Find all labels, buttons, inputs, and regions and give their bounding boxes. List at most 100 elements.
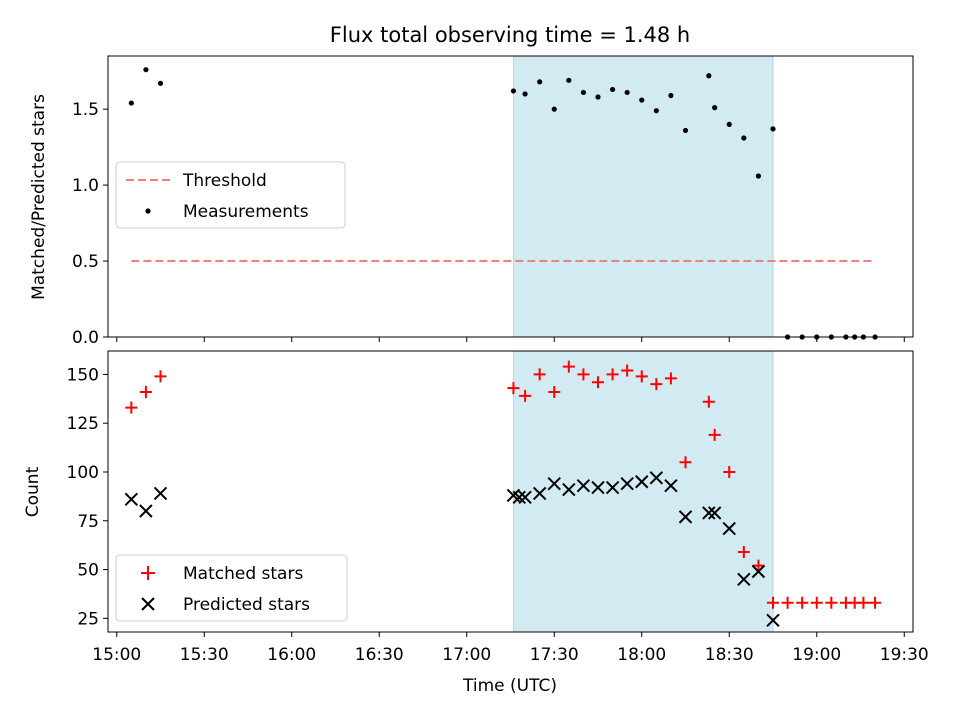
count-legend-box <box>115 554 348 622</box>
matched-star-point <box>869 596 882 609</box>
predicted-star-point <box>664 478 678 493</box>
measurement-point <box>551 106 557 112</box>
measurement-point <box>770 126 776 132</box>
legend-predicted-swatch <box>141 597 155 611</box>
predicted-star-point <box>547 476 561 491</box>
matched-star-point <box>548 385 561 398</box>
measurement-point <box>510 88 517 94</box>
predicted-star-point <box>737 572 751 587</box>
measurement-point <box>566 77 572 83</box>
matched-star-point <box>752 559 765 572</box>
measurement-point <box>639 97 645 103</box>
measurement-point <box>741 135 747 141</box>
ratio-panel-ylabel: Matched/Predicted stars <box>29 94 49 300</box>
predicted-star-point <box>591 480 605 495</box>
y-tick-label: 150 <box>67 365 99 385</box>
legend-measurements-label: Measurements <box>183 202 309 222</box>
measurement-point <box>755 173 762 179</box>
measurement-point <box>157 80 164 86</box>
predicted-star-point <box>751 564 766 579</box>
matched-star-point <box>562 360 575 373</box>
legend-threshold-label: Threshold <box>182 171 267 191</box>
measurement-point <box>706 73 712 79</box>
y-tick-label: 125 <box>67 414 99 434</box>
legend-matched-label: Matched stars <box>183 564 303 584</box>
measurement-point <box>653 108 659 114</box>
matched-star-point <box>810 596 823 609</box>
x-tick-label: 16:30 <box>355 645 404 665</box>
legend-predicted-label: Predicted stars <box>183 595 310 615</box>
measurement-point <box>712 105 718 111</box>
measurement-point <box>682 127 689 134</box>
measurement-point <box>595 94 601 100</box>
y-tick-label: 100 <box>67 463 99 483</box>
y-tick-label: 75 <box>77 512 99 532</box>
observing-span <box>512 55 774 338</box>
measurement-point <box>726 121 732 127</box>
predicted-star-point <box>576 478 591 493</box>
measurement-point <box>128 100 134 106</box>
predicted-star-point <box>707 506 722 520</box>
matched-star-point <box>737 545 750 558</box>
predicted-star-point <box>678 510 693 524</box>
count-panel: 25 50 75 100 125 150 15:00 15:30 16:00 16:30 17:0… <box>23 350 929 665</box>
observing-span <box>512 350 774 633</box>
count-legend: Matched stars Predicted stars <box>115 554 348 622</box>
chart-title: Flux total observing time = 1.48 h <box>330 23 690 47</box>
matched-star-point <box>767 596 779 609</box>
matched-star-point <box>621 364 634 377</box>
matched-star-point <box>679 456 692 469</box>
x-tick-label: 15:00 <box>92 645 141 665</box>
measurement-point <box>580 89 587 96</box>
matched-star-point <box>650 378 663 391</box>
matched-star-point <box>507 382 520 395</box>
y-tick-label: 25 <box>77 609 99 629</box>
x-tick-label: 17:30 <box>530 645 579 665</box>
measurement-point <box>537 79 543 85</box>
matched-star-point <box>533 368 546 381</box>
y-tick-label: 0.5 <box>72 252 99 272</box>
predicted-star-point <box>512 490 526 505</box>
measurement-point <box>522 91 528 97</box>
matched-star-point <box>606 368 619 381</box>
x-tick-label: 18:00 <box>617 645 666 665</box>
measurement-point <box>143 67 149 73</box>
predicted-star-point <box>702 506 716 520</box>
predicted-star-point <box>562 482 576 497</box>
matched-star-point <box>125 401 138 414</box>
ratio-legend-box <box>115 161 346 229</box>
y-tick-label: 50 <box>77 561 99 581</box>
matched-star-point <box>702 395 715 408</box>
x-tick-label: 18:30 <box>705 645 754 665</box>
matched-star-point <box>635 370 648 383</box>
matched-star-point <box>519 389 532 402</box>
matched-star-point <box>139 385 152 398</box>
matched-star-point <box>592 376 604 389</box>
y-tick-label: 1.5 <box>72 100 99 120</box>
x-tick-label: 16:00 <box>267 645 316 665</box>
matched-star-point <box>708 428 721 441</box>
ratio-legend: Threshold Measurements <box>115 161 346 229</box>
matched-star-point <box>154 370 167 383</box>
x-tick-label: 17:00 <box>442 645 491 665</box>
predicted-star-point <box>722 521 736 536</box>
ratio-panel: 0.0 0.5 1.0 1.5 Matched/Predicted stars Thr… <box>29 55 914 348</box>
count-panel-ylabel: Count <box>23 466 43 517</box>
matched-star-point <box>857 596 870 609</box>
matched-star-point <box>664 372 677 385</box>
predicted-star-point <box>124 492 139 507</box>
count-panel-frame <box>107 350 914 633</box>
ratio-panel-frame <box>107 55 914 338</box>
matched-star-point <box>577 368 590 381</box>
matched-star-point <box>796 596 809 609</box>
y-tick-label: 1.0 <box>72 176 99 196</box>
predicted-star-point <box>605 480 620 495</box>
predicted-star-point <box>518 490 532 505</box>
x-tick-label: 15:30 <box>180 645 229 665</box>
predicted-star-point <box>153 486 168 501</box>
x-tick-label: 19:30 <box>880 645 929 665</box>
measurement-point <box>624 89 630 96</box>
matched-star-point <box>825 596 838 609</box>
y-tick-label: 0.0 <box>72 328 99 348</box>
